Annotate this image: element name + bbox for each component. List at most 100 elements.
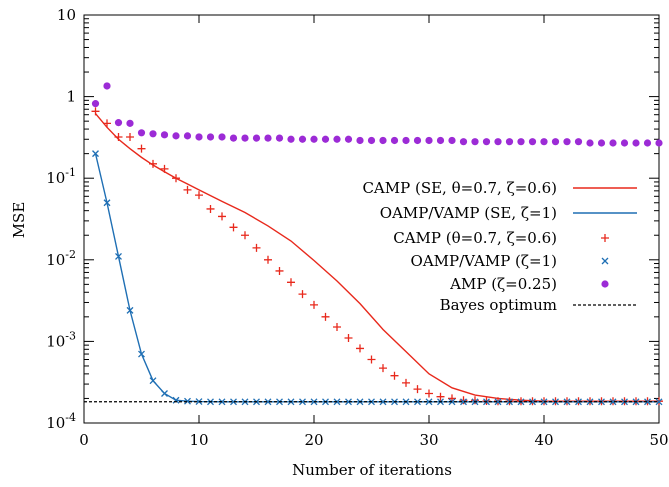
data-point <box>183 185 192 194</box>
data-point <box>103 199 111 207</box>
data-point <box>172 132 180 140</box>
data-point <box>413 385 422 394</box>
data-point <box>620 139 629 147</box>
data-point <box>471 138 479 146</box>
data-point <box>137 129 146 137</box>
data-point <box>574 138 583 146</box>
data-point <box>275 266 284 275</box>
data-point <box>161 390 168 397</box>
legend-label: CAMP (SE, θ=0.7, ζ=0.6) <box>362 179 557 197</box>
x-tick-label: 20 <box>304 431 323 449</box>
data-point <box>298 290 307 299</box>
data-point <box>229 134 238 142</box>
data-point <box>183 132 192 140</box>
data-point <box>367 136 376 145</box>
data-point <box>229 223 238 232</box>
y-tick-label: 10-1 <box>46 166 76 187</box>
chart-legend: CAMP (SE, θ=0.7, ζ=0.6) OAMP/VAMP (SE, ζ=… <box>362 179 637 314</box>
legend-swatch <box>601 234 609 242</box>
data-point <box>356 344 364 353</box>
data-point <box>275 134 284 142</box>
data-point <box>413 136 422 145</box>
data-point <box>425 389 433 398</box>
data-point <box>264 255 272 264</box>
legend-label: OAMP/VAMP (ζ=1) <box>411 252 557 270</box>
data-point <box>252 243 261 252</box>
y-tick-label: 10 <box>57 6 76 24</box>
data-point <box>551 138 560 146</box>
data-point <box>137 144 146 153</box>
chart-series <box>84 82 663 406</box>
y-tick-label-base: 10 <box>46 169 65 187</box>
series-0 <box>94 113 659 402</box>
data-point <box>264 398 272 406</box>
data-point <box>92 150 99 158</box>
y-tick-label: 10-4 <box>46 411 76 432</box>
x-tick-label: 10 <box>189 431 208 449</box>
data-point <box>379 136 387 145</box>
data-point <box>321 135 330 143</box>
data-point <box>414 398 421 406</box>
data-point <box>264 134 272 142</box>
data-point <box>114 132 123 141</box>
data-point <box>126 132 134 141</box>
data-point <box>345 398 352 406</box>
x-axis-title: Number of iterations <box>292 461 452 479</box>
data-point <box>310 135 318 143</box>
data-point <box>287 135 295 143</box>
y-tick-label-exponent: -3 <box>65 329 76 342</box>
legend-label: CAMP (θ=0.7, ζ=0.6) <box>393 229 557 247</box>
data-point <box>356 136 364 145</box>
data-point <box>494 398 502 406</box>
data-point <box>517 138 525 146</box>
x-tick-label: 50 <box>649 431 668 449</box>
data-point <box>149 130 157 138</box>
y-tick-label-exponent: -2 <box>65 248 76 261</box>
y-tick-label-base: 10 <box>46 414 65 432</box>
data-point <box>390 136 399 145</box>
data-point <box>218 212 226 221</box>
data-point <box>505 138 514 146</box>
data-point <box>114 119 123 127</box>
data-point <box>103 119 111 128</box>
data-point <box>230 398 237 406</box>
data-point <box>206 204 215 213</box>
data-point <box>160 164 169 173</box>
data-point <box>563 138 571 146</box>
data-point <box>471 396 479 405</box>
data-point <box>298 135 307 143</box>
data-point <box>609 139 617 147</box>
data-point <box>206 133 215 141</box>
x-tick-label: 0 <box>79 431 89 449</box>
data-point <box>609 398 617 406</box>
data-point <box>379 398 387 406</box>
y-tick-label: 1 <box>66 88 76 106</box>
legend-label: AMP (ζ=0.25) <box>449 275 557 293</box>
y-tick-label: 10-2 <box>46 248 76 269</box>
data-point <box>655 398 663 406</box>
data-point <box>241 231 249 240</box>
plot-frame <box>83 14 660 424</box>
data-point <box>333 323 341 332</box>
data-point <box>184 397 191 405</box>
data-point <box>436 136 445 145</box>
data-point <box>115 252 122 260</box>
data-point <box>333 135 341 143</box>
legend-label: Bayes optimum <box>440 296 557 314</box>
series-line <box>94 113 659 402</box>
data-point <box>218 133 226 141</box>
y-tick-label-exponent: -4 <box>65 411 76 424</box>
data-point <box>310 300 318 309</box>
y-tick-label: 10-3 <box>46 329 76 350</box>
data-point <box>390 371 399 380</box>
data-point <box>459 396 468 405</box>
data-point <box>195 133 203 141</box>
data-point <box>494 138 502 146</box>
x-tick-label: 40 <box>534 431 553 449</box>
data-point <box>402 378 410 387</box>
data-point <box>575 398 582 406</box>
data-point <box>643 139 652 147</box>
data-point <box>91 107 100 116</box>
data-point <box>160 131 169 139</box>
